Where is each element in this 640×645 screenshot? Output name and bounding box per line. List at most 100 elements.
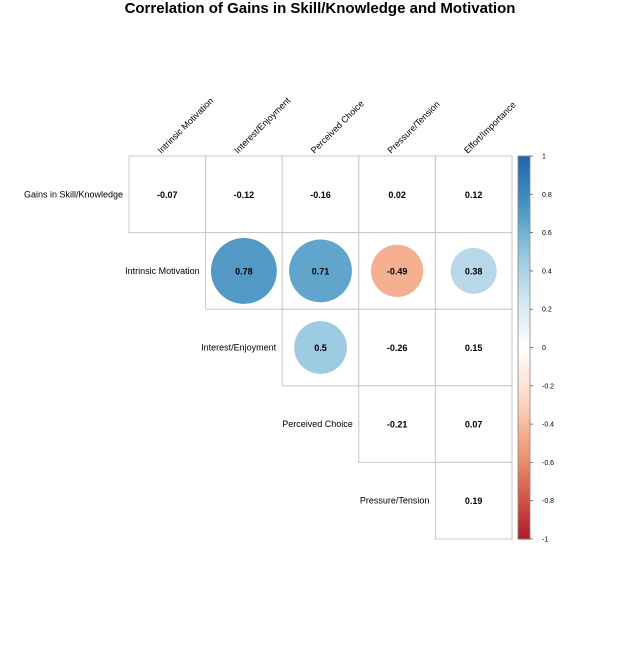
correlation-circle [294,321,347,374]
colorbar-segment [518,381,530,387]
correlation-value-label: 0.38 [465,266,483,276]
colorbar-segment [518,301,530,306]
colorbar-segment [518,175,530,180]
correlation-value-label: 0.19 [465,496,483,506]
circle-layer [210,237,497,374]
colorbar-segment [518,332,530,337]
colorbar-segment [518,159,530,165]
correlation-value-label: 0.02 [388,190,406,200]
correlation-value-label: -0.21 [387,420,408,430]
colorbar-segment [518,496,530,502]
colorbar-segment [518,290,530,295]
colorbar-segment [518,500,530,506]
column-label: Effort/Importance [462,100,518,156]
colorbar-segment [518,167,530,172]
colorbar-segment [518,244,530,249]
correlation-value-label: 0.78 [235,266,253,276]
colorbar-segment [518,305,530,310]
colorbar-segment [518,431,530,437]
colorbar-segment [518,320,530,326]
column-label: Interest/Enjoyment [232,95,292,155]
column-label: Intrinsic Motivation [156,96,216,156]
colorbar-segment [518,316,530,322]
colorbar-segment [518,427,530,433]
correlation-circle [370,244,424,298]
correlation-value-label: -0.12 [234,190,255,200]
row-label: Perceived Choice [282,419,353,429]
colorbar-tick-label: 1 [542,154,546,161]
colorbar-segment [518,516,530,521]
colorbar-segment [518,190,530,195]
correlation-value-label: -0.16 [310,190,331,200]
colorbar-segment [518,198,530,203]
colorbar-segment [518,339,530,345]
colorbar-segment [518,447,530,452]
value-label-layer: -0.07 -0.12 -0.16 0.02 0.12 0.78 0.71 -0.49 0.38… [157,190,482,506]
colorbar-segment [518,485,530,490]
colorbar: 1 0.8 0.6 0.4 0.2 0 -0.2 -0.4 -0.6 -0.8 -1 [517,154,554,544]
colorbar-segment [518,156,530,161]
colorbar-segment [518,270,530,276]
colorbar-segment [518,274,530,280]
column-label-layer: Intrinsic Motivation Interest/Enjoyment Pe… [156,95,518,155]
colorbar-segment [518,477,530,483]
colorbar-segment [518,443,530,448]
colorbar-segment [518,462,530,467]
matrix-cell [434,308,513,387]
colorbar-segment [518,324,530,329]
correlation-value-label: -0.26 [387,343,408,353]
colorbar-segment [518,473,530,479]
colorbar-segment [518,420,530,425]
colorbar-segment [518,385,530,391]
colorbar-segment [518,527,530,532]
row-label: Gains in Skill/Knowledge [24,189,123,199]
colorbar-segment [518,251,530,257]
colorbar-segment [518,313,530,318]
colorbar-segment [518,508,530,513]
colorbar-tick-label: 0.2 [542,307,552,314]
row-label: Pressure/Tension [360,496,430,506]
correlation-value-label: 0.71 [312,266,330,276]
colorbar-segment [518,217,530,222]
correlation-value-label: 0.15 [465,343,483,353]
column-label: Pressure/Tension [385,99,441,155]
colorbar-segment [518,182,530,188]
colorbar-segment [518,489,530,494]
colorbar-segment [518,209,530,215]
colorbar-segment [518,389,530,395]
colorbar-segment [518,512,530,517]
colorbar-segment [518,374,530,379]
colorbar-segment [518,282,530,287]
colorbar-segment [518,393,530,398]
colorbar-segment [518,178,530,184]
colorbar-segment [518,355,530,360]
correlation-value-label: 0.12 [465,190,483,200]
colorbar-segment [518,416,530,421]
colorbar-segment [518,309,530,314]
correlation-value-label: -0.07 [157,190,178,200]
colorbar-segment [518,412,530,418]
colorbar-segment [518,213,530,218]
colorbar-segment [518,493,530,498]
colorbar-segment [518,470,530,475]
row-label: Interest/Enjoyment [201,343,277,353]
colorbar-segment [518,224,530,230]
matrix-cell [358,155,436,234]
colorbar-segment [518,404,530,410]
colorbar-segment [518,194,530,199]
colorbar-segment [518,328,530,333]
colorbar-segment [518,236,530,241]
row-label: Intrinsic Motivation [125,266,200,276]
colorbar-tick-label: -0.4 [542,422,554,429]
colorbar-segment [518,240,530,245]
colorbar-tick-label: 0.8 [542,192,552,199]
colorbar-segment [518,466,530,471]
colorbar-segment [518,362,530,368]
colorbar-segment [518,201,530,207]
colorbar-segment [518,171,530,176]
row-label-layer: Gains in Skill/Knowledge Intrinsic Motiva… [24,189,429,505]
colorbar-segment [518,336,530,341]
correlation-value-label: -0.49 [387,266,408,276]
matrix-cell [281,155,360,234]
